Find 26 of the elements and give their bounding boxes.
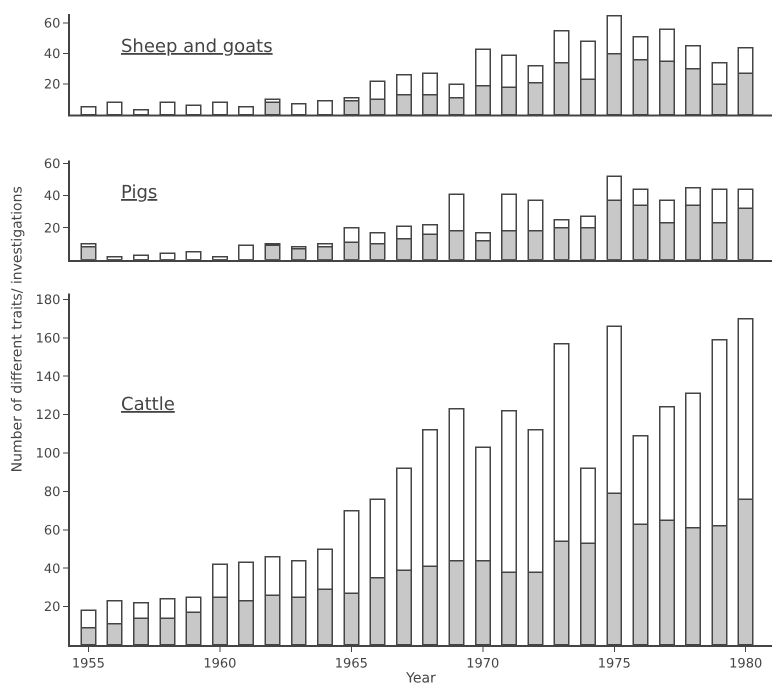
y-tick-label: 20 (44, 221, 60, 236)
y-tick-label: 60 (44, 523, 60, 538)
y-tick-label: 120 (36, 408, 60, 424)
y-tick-label: 80 (44, 484, 60, 500)
y-tick-label: 100 (36, 446, 60, 462)
text: Pigs (121, 182, 158, 203)
x-tick-label: 1960 (203, 656, 236, 672)
y-tick-label: 180 (36, 292, 60, 308)
y-tick-label: 40 (44, 189, 60, 204)
y-axis-title: Number of different traits/ investigations (9, 186, 26, 472)
text: Cattle (121, 394, 175, 415)
x-axis-title: Year (405, 670, 436, 686)
y-tick-label: 60 (44, 16, 60, 32)
y-tick-label: 20 (44, 78, 60, 93)
x-tick-label: 1980 (729, 656, 762, 672)
x-tick-label: 1955 (72, 656, 105, 672)
y-tick-label: 40 (44, 562, 60, 577)
x-tick-label: 1970 (466, 656, 500, 672)
x-tick-label: 1965 (334, 656, 368, 672)
y-tick-label: 40 (44, 47, 60, 62)
x-tick-label: 1975 (598, 656, 631, 672)
y-tick-label: 160 (36, 331, 60, 346)
text: Sheep and goats (121, 36, 273, 57)
y-tick-label: 20 (44, 600, 60, 616)
y-tick-label: 60 (44, 157, 60, 172)
y-tick-label: 140 (36, 370, 60, 385)
